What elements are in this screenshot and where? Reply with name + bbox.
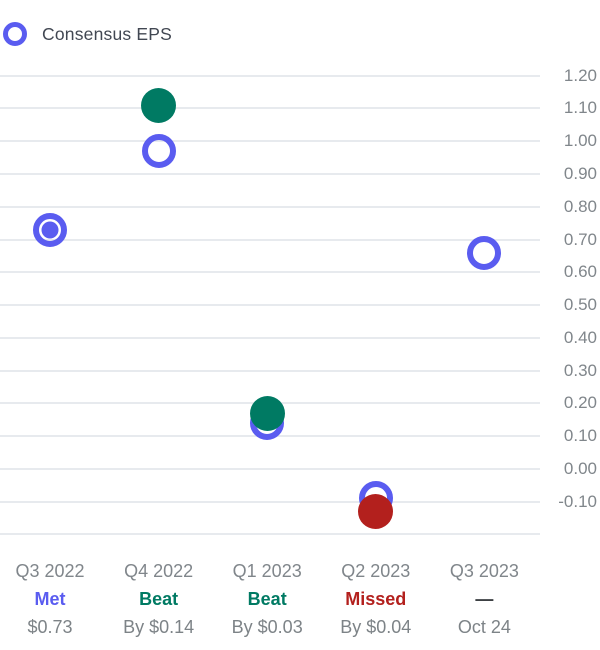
y-axis-tick-label: 0.60 — [563, 262, 597, 282]
gridline — [0, 205, 540, 208]
gridline — [0, 74, 540, 77]
x-axis-category-label: Q4 2022 — [124, 561, 194, 581]
y-axis-tick-label: 1.00 — [563, 131, 597, 151]
x-axis-category-label: Q1 2023 — [232, 561, 302, 581]
result-detail-label: By $0.14 — [123, 617, 195, 637]
result-status-label: Met — [34, 589, 66, 609]
y-axis-tick-label: -0.10 — [558, 491, 597, 511]
y-axis-tick-label: 0.00 — [563, 458, 597, 478]
gridline — [0, 369, 540, 372]
y-axis-tick-label: 0.20 — [563, 393, 597, 413]
gridline — [0, 336, 540, 339]
y-axis-tick-label: 0.40 — [563, 327, 597, 347]
result-detail-label: Oct 24 — [457, 617, 511, 637]
gridline — [0, 304, 540, 307]
y-axis-tick-label: 1.20 — [563, 65, 597, 85]
consensus-eps-marker[interactable] — [467, 235, 502, 270]
result-detail-label: By $0.04 — [340, 617, 412, 637]
legend: Consensus EPS — [3, 20, 172, 48]
actual-eps-met-dot — [41, 221, 59, 239]
y-axis-tick-label: 1.10 — [563, 98, 597, 118]
result-status-label: Beat — [139, 589, 179, 609]
x-axis-category-label: Q3 2023 — [449, 561, 519, 581]
y-axis-tick-label: 0.90 — [563, 163, 597, 183]
x-axis-category-label: Q2 2023 — [341, 561, 411, 581]
consensus-eps-legend-label: Consensus EPS — [42, 23, 173, 44]
gridline — [0, 500, 540, 503]
y-axis-tick-label: 0.50 — [563, 295, 597, 315]
gridline — [0, 140, 540, 143]
gridline — [0, 238, 540, 241]
y-axis-tick-label: 0.80 — [563, 196, 597, 216]
y-axis-tick-label: 0.10 — [563, 426, 597, 446]
gridline-bottom — [0, 533, 540, 536]
actual-eps-marker[interactable] — [141, 87, 177, 123]
gridline — [0, 467, 540, 470]
consensus-eps-marker[interactable] — [141, 134, 176, 169]
x-axis-category-label: Q3 2022 — [15, 561, 85, 581]
consensus-eps-marker[interactable] — [33, 212, 67, 247]
gridline — [0, 271, 540, 274]
y-axis-tick-label: 0.70 — [563, 229, 597, 249]
consensus-eps-legend-icon — [3, 22, 27, 46]
actual-eps-marker[interactable] — [249, 395, 285, 431]
actual-eps-marker[interactable] — [358, 494, 394, 529]
gridline — [0, 172, 540, 175]
result-status-label: Beat — [247, 589, 287, 609]
gridline — [0, 107, 540, 110]
result-detail-label: By $0.03 — [231, 617, 303, 637]
result-status-label: — — [475, 589, 494, 609]
y-axis-tick-label: 0.30 — [563, 360, 597, 380]
result-status-label: Missed — [345, 589, 407, 609]
result-detail-label: $0.73 — [27, 617, 73, 637]
